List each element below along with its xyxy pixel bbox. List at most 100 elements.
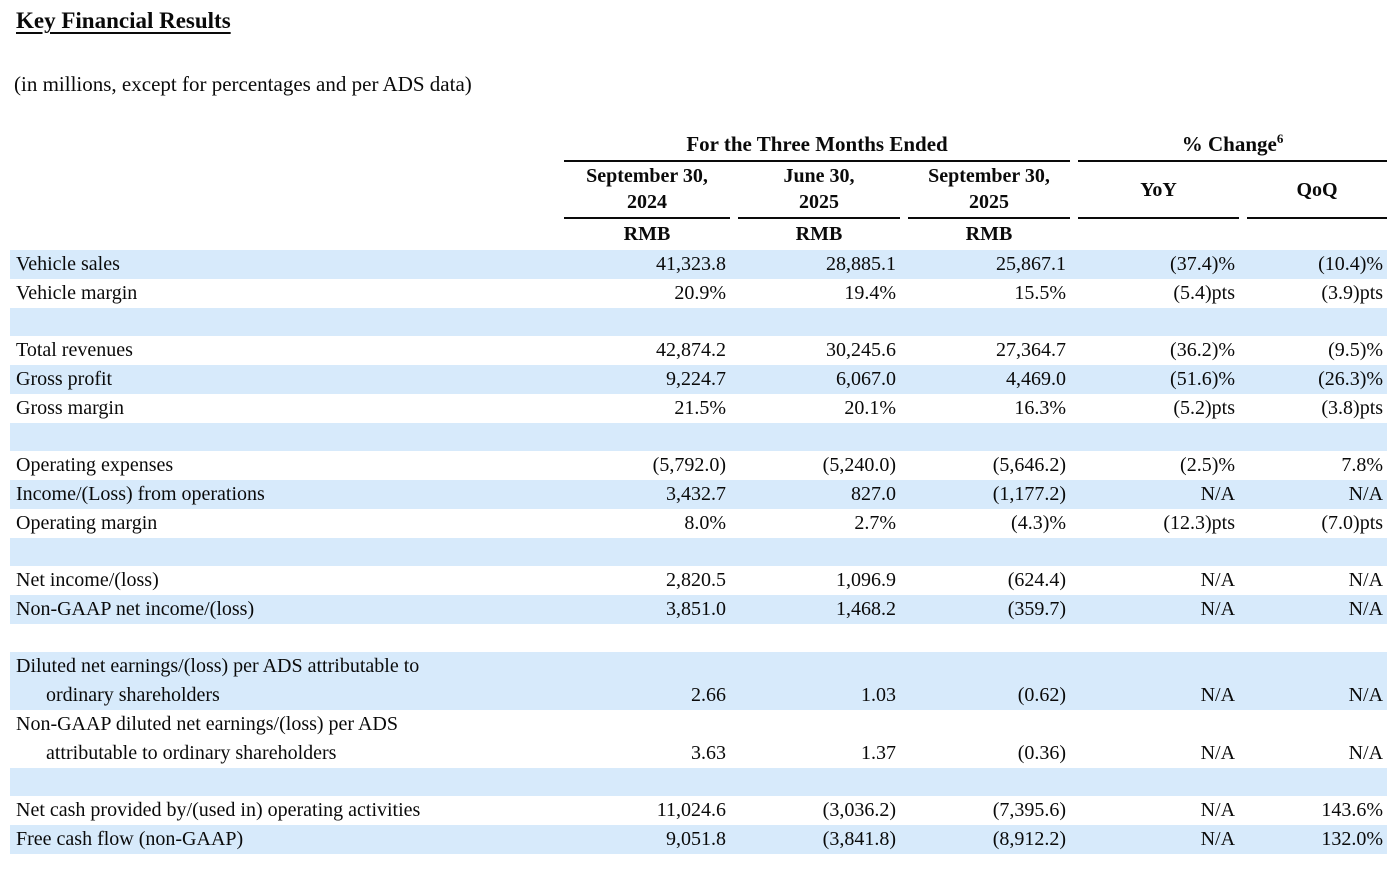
currency-header-2: RMB bbox=[795, 223, 843, 245]
cell-value: 132.0% bbox=[1239, 825, 1388, 854]
cell-value: 3.63 bbox=[691, 742, 726, 764]
cell-value: 4,469.0 bbox=[900, 365, 1071, 394]
cell-value: (26.3)% bbox=[1239, 365, 1388, 394]
cell-value: N/A bbox=[1200, 799, 1236, 821]
row-label: Vehicle margin bbox=[16, 282, 138, 304]
cell-value: N/A bbox=[1239, 480, 1388, 509]
spacer-cell bbox=[10, 538, 1388, 566]
cell-value: N/A bbox=[1239, 652, 1388, 710]
yoy-header: YoY bbox=[1070, 162, 1240, 219]
cell-value: 20.1% bbox=[844, 397, 896, 419]
row-label: Non-GAAP net income/(loss) bbox=[10, 595, 556, 624]
cell-value: (7.0)pts bbox=[1321, 512, 1384, 534]
footnote-marker: 6 bbox=[1276, 131, 1284, 146]
periods-group-label: For the Three Months Ended bbox=[564, 130, 1071, 162]
cell-value: (8,912.2) bbox=[900, 825, 1071, 854]
cell-value: 2.66 bbox=[556, 652, 730, 710]
empty-header-cell bbox=[1070, 219, 1239, 250]
row-label: Operating margin bbox=[16, 512, 158, 534]
row-label: Operating expenses bbox=[16, 454, 174, 476]
cell-value: (5,792.0) bbox=[652, 454, 726, 476]
cell-value: (5.4)pts bbox=[1173, 282, 1236, 304]
spacer-cell bbox=[10, 423, 1388, 451]
row-label: Gross margin bbox=[16, 397, 124, 419]
cell-value: (3,036.2) bbox=[822, 799, 896, 821]
row-label: Net income/(loss) bbox=[16, 569, 159, 591]
spacer-row bbox=[10, 308, 1388, 336]
table-row: Operating margin 8.0% 2.7% (4.3)% (12.3)pts (… bbox=[10, 509, 1387, 538]
table-row: Net income/(loss) 2,820.5 1,096.9 (624.4) N/… bbox=[10, 566, 1387, 595]
period-header-1: September 30, 2024 bbox=[556, 162, 730, 219]
cell-value: 30,245.6 bbox=[826, 339, 896, 361]
cell-value: 7.8% bbox=[1341, 454, 1384, 476]
cell-value: N/A bbox=[1348, 569, 1384, 591]
period-header-row: September 30, 2024 June 30, 2025 September… bbox=[10, 162, 1388, 219]
cell-value: (36.2)% bbox=[1170, 339, 1236, 361]
row-label: Diluted net earnings/(loss) per ADS attr… bbox=[10, 652, 556, 710]
cell-value: 28,885.1 bbox=[730, 250, 900, 279]
cell-value: N/A bbox=[1200, 569, 1236, 591]
cell-value: 143.6% bbox=[1321, 799, 1384, 821]
cell-value: (5,646.2) bbox=[992, 454, 1067, 476]
spacer-row bbox=[10, 624, 1387, 652]
table-row: Diluted net earnings/(loss) per ADS attr… bbox=[10, 652, 1388, 710]
cell-value: (51.6)% bbox=[1070, 365, 1240, 394]
cell-value: 41,323.8 bbox=[556, 250, 730, 279]
row-label: Gross profit bbox=[10, 365, 556, 394]
table-row: Income/(Loss) from operations 3,432.7 827.… bbox=[10, 480, 1388, 509]
table-row: Free cash flow (non-GAAP) 9,051.8 (3,841.8… bbox=[10, 825, 1388, 854]
table-row: Non-GAAP diluted net earnings/(loss) per… bbox=[10, 710, 1387, 768]
cell-value: (4.3)% bbox=[1011, 512, 1067, 534]
cell-value: (5,240.0) bbox=[822, 454, 896, 476]
change-group-label: % Change6 bbox=[1078, 130, 1388, 162]
period-header-2: June 30, 2025 bbox=[730, 162, 900, 219]
cell-value: 2,820.5 bbox=[666, 569, 726, 591]
cell-value: 1.37 bbox=[861, 742, 896, 764]
cell-value: (0.36) bbox=[1017, 742, 1067, 764]
cell-value: 19.4% bbox=[844, 282, 896, 304]
cell-value: N/A bbox=[1070, 652, 1240, 710]
cell-value: (2.5)% bbox=[1180, 454, 1236, 476]
cell-value: 20.9% bbox=[674, 282, 726, 304]
cell-value: N/A bbox=[1070, 595, 1240, 624]
cell-value: 8.0% bbox=[684, 512, 726, 534]
row-label: Income/(Loss) from operations bbox=[10, 480, 556, 509]
cell-value: 11,024.6 bbox=[656, 799, 726, 821]
cell-value: (624.4) bbox=[1007, 569, 1067, 591]
financial-results-table: For the Three Months Ended % Change6 Sep… bbox=[10, 130, 1388, 854]
page-title: Key Financial Results bbox=[16, 8, 231, 33]
spacer-cell bbox=[10, 768, 1388, 796]
empty-corner-cell bbox=[10, 219, 556, 250]
cell-value: (5.2)pts bbox=[1173, 397, 1236, 419]
cell-value: (37.4)% bbox=[1070, 250, 1240, 279]
qoq-header: QoQ bbox=[1239, 162, 1388, 219]
cell-value: N/A bbox=[1070, 480, 1240, 509]
cell-value: N/A bbox=[1070, 825, 1240, 854]
cell-value: (3.8)pts bbox=[1321, 397, 1384, 419]
period-header-3: September 30, 2025 bbox=[900, 162, 1071, 219]
table-body: Vehicle sales 41,323.8 28,885.1 25,867.1 (37… bbox=[10, 250, 1388, 854]
cell-value: 2.7% bbox=[854, 512, 896, 534]
row-label: Free cash flow (non-GAAP) bbox=[10, 825, 556, 854]
cell-value: (0.62) bbox=[900, 652, 1071, 710]
cell-value: 3,851.0 bbox=[556, 595, 730, 624]
cell-value: 15.5% bbox=[1014, 282, 1067, 304]
spacer-cell bbox=[10, 308, 1388, 336]
periods-group-header: For the Three Months Ended bbox=[556, 130, 1071, 162]
row-label: Net cash provided by/(used in) operating… bbox=[16, 799, 421, 821]
table-row: Vehicle margin 20.9% 19.4% 15.5% (5.4)pts (3.… bbox=[10, 279, 1387, 308]
table-row: Non-GAAP net income/(loss) 3,851.0 1,468.2… bbox=[10, 595, 1388, 624]
currency-header-1: RMB bbox=[623, 223, 671, 245]
group-header-row: For the Three Months Ended % Change6 bbox=[10, 130, 1388, 162]
cell-value: (10.4)% bbox=[1239, 250, 1388, 279]
cell-value: (1,177.2) bbox=[900, 480, 1071, 509]
cell-value: (3,841.8) bbox=[730, 825, 900, 854]
spacer-cell bbox=[10, 624, 1387, 652]
row-label: Vehicle sales bbox=[10, 250, 556, 279]
cell-value: (7,395.6) bbox=[992, 799, 1067, 821]
table-row: Net cash provided by/(used in) operating… bbox=[10, 796, 1387, 825]
cell-value: 827.0 bbox=[730, 480, 900, 509]
table-row: Operating expenses (5,792.0) (5,240.0) (5,6… bbox=[10, 451, 1387, 480]
cell-value: N/A bbox=[1200, 742, 1236, 764]
